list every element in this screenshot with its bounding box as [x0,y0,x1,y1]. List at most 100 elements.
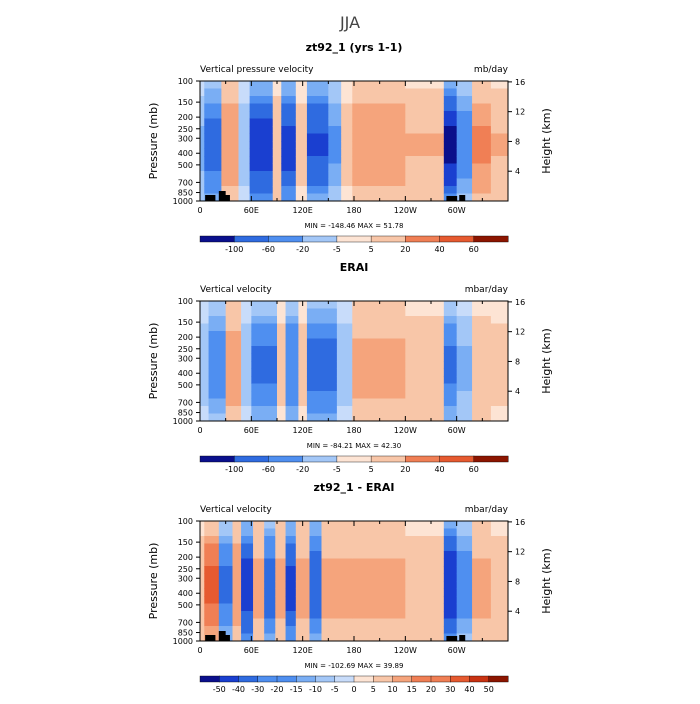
contour-cell [321,611,353,619]
contour-cell [298,398,308,407]
contour-cell [251,338,278,347]
contour-cell [272,178,282,187]
contour-cell [490,88,508,97]
y-tick-label: 100 [178,77,193,86]
contour-cell [241,611,254,619]
panel-left-label: Vertical pressure velocity [200,65,314,75]
contour-cell [443,383,458,392]
contour-cell [472,406,492,414]
contour-cell [221,81,239,89]
contour-cell [336,413,353,421]
contour-cell [443,603,458,612]
colorbar-label: -100 [225,245,243,254]
contour-cell [456,618,473,627]
contour-cell [204,118,222,127]
contour-cell [490,148,508,157]
colorbar-label: -50 [213,685,226,694]
contour-cell [275,603,286,612]
contour-cell [272,186,282,194]
contour-cell [200,331,209,339]
contour-cell [200,596,205,604]
contour-cell [490,323,508,332]
contour-cell [238,133,251,142]
contour-cell [443,406,458,414]
y2-tick-label: 4 [515,167,520,176]
contour-cell [472,633,492,641]
contour-cell [218,558,233,567]
contour-cell [281,111,297,119]
contour-cell [275,536,286,544]
contour-cell [275,611,286,619]
contour-cell [285,566,297,574]
contour-cell [405,156,445,164]
colorbar-label: -10 [309,685,322,694]
contour-cell [200,178,205,187]
contour-cell [272,81,282,89]
contour-cell [352,596,406,604]
contour-cell [456,536,473,544]
contour-cell [200,566,205,574]
x-tick-label: 120W [394,646,417,655]
contour-cell [295,603,310,612]
contour-cell [321,588,353,597]
contour-cell [241,406,252,414]
contour-cell [232,573,242,582]
contour-cell [221,96,239,104]
contour-cell [405,103,445,112]
contour-cell [306,383,338,392]
colorbar: -100 -60 -20 -5 5 20 40 60 [199,455,509,474]
contour-cell [456,611,473,619]
contour-cell [328,88,342,97]
contour-cell [298,376,308,384]
contour-cell [443,618,458,627]
contour-cell [238,81,251,89]
panel-title: zt92_1 - ERAI [314,481,395,494]
contour-cell [249,126,274,134]
colorbar-bin [296,675,316,683]
contour-cell [472,88,492,97]
contour-cell [251,308,278,317]
contour-cell [200,96,205,104]
contour-cell [251,383,278,392]
contour-cell [295,558,310,567]
contour-cell [200,618,205,627]
contour-cell [295,596,310,604]
contour-cell [336,331,353,339]
contour-cell [208,383,227,392]
min-max-label: MIN = -148.46 MAX = 51.78 [305,222,404,230]
y2-tick-label: 12 [515,548,525,557]
contour-cell [490,528,508,537]
contour-cell [490,626,508,634]
contour-cell [264,588,276,597]
contour-cell [405,398,445,407]
contour-cell [472,573,492,582]
contour-cell [200,603,205,612]
contour-cell [204,81,222,89]
contour-cell [285,361,299,369]
colorbar-label: 5 [371,685,376,694]
contour-cell [238,186,251,194]
contour-cell [204,186,222,194]
contour-cell [490,633,508,641]
contour-cell [253,596,265,604]
contour-cell [405,603,445,612]
colorbar-label: 30 [445,685,455,694]
y-tick-label: 700 [178,618,193,627]
contour-cell [309,588,322,597]
contour-cell [443,573,458,582]
y2-tick-label: 8 [515,137,520,146]
contour-cell [490,346,508,354]
colorbar-label: -100 [225,465,243,474]
contour-cell [204,163,222,172]
contour-cell [456,376,473,384]
contour-cell [295,626,310,634]
contour-cell [200,383,209,392]
contour-cell [472,111,492,119]
contour-cell [490,551,508,559]
contour-cell [472,558,492,567]
contour-cell [490,338,508,347]
contour-cell [253,633,265,641]
y-tick-label: 500 [178,601,193,610]
contour-cell [218,626,233,634]
contour-cell [352,391,406,399]
